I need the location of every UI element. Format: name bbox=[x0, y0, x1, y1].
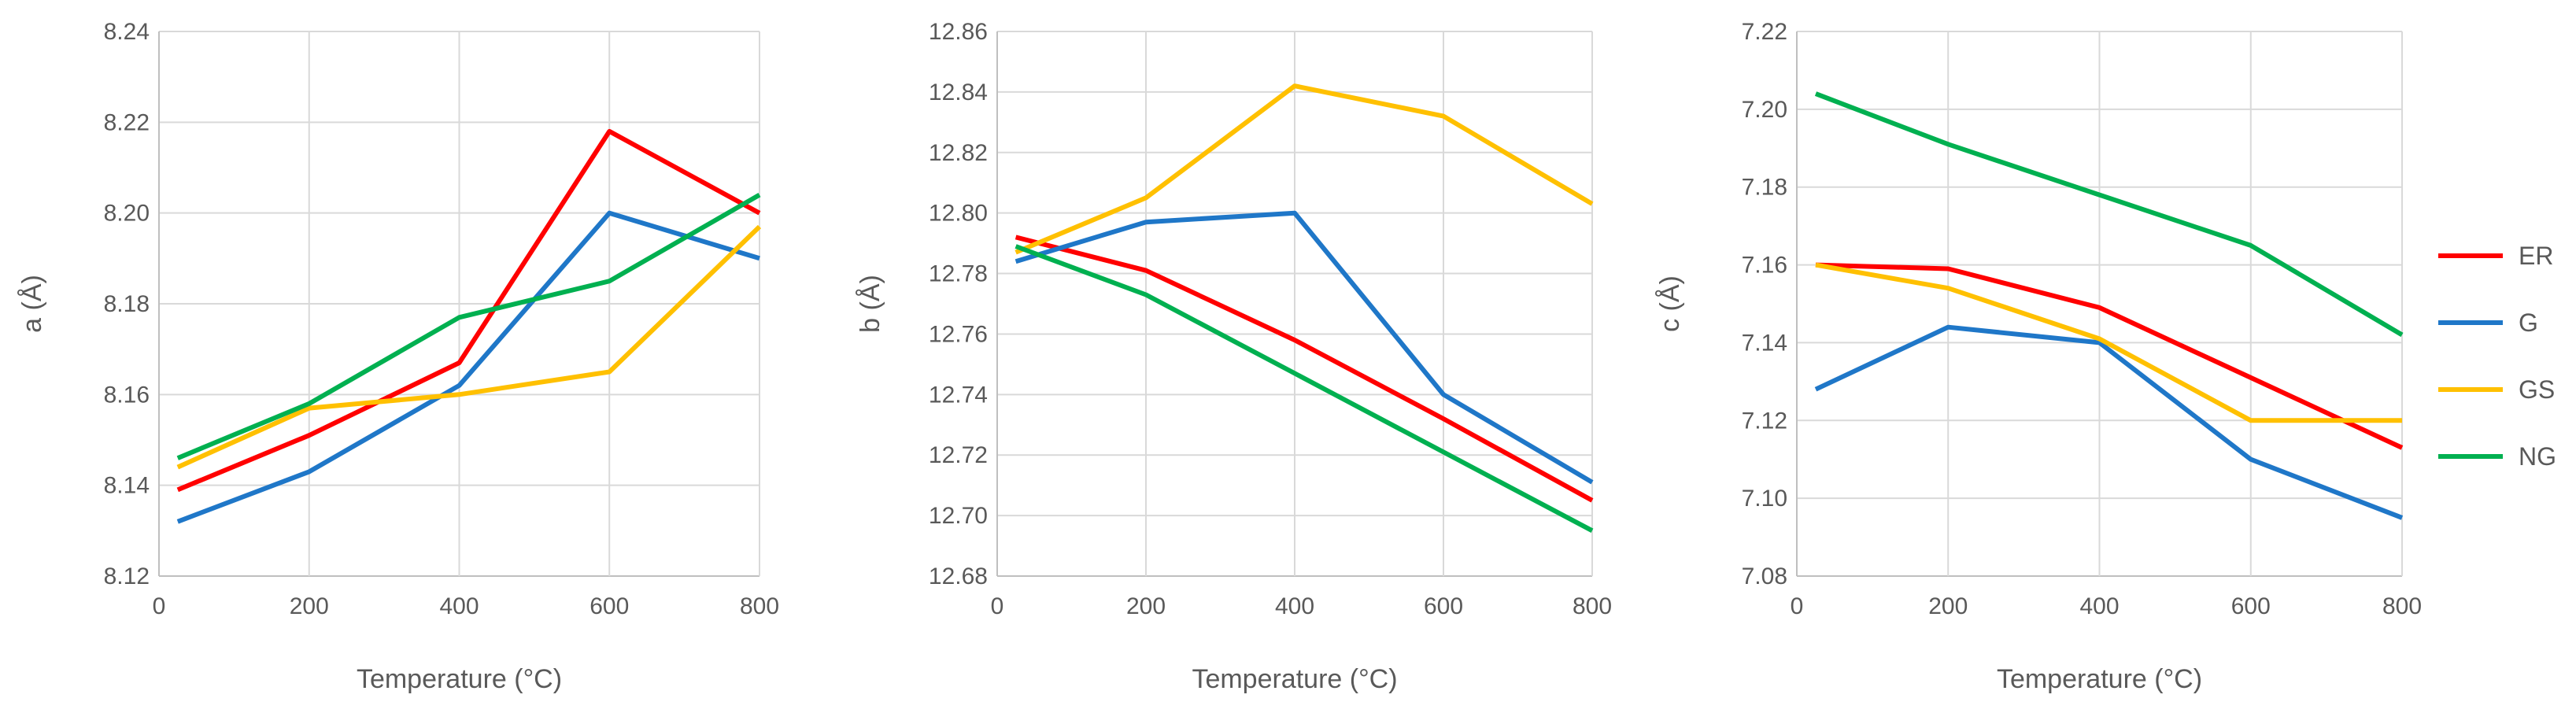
a-ytick-label: 8.18 bbox=[104, 291, 150, 317]
a-xtick-label: 0 bbox=[153, 593, 166, 619]
b-ytick-label: 12.72 bbox=[929, 442, 988, 468]
chart-c-lattice: 7.08 7.10 7.12 7.14 7.16 7.18 7.20 7.22 0 200 400 6… bbox=[1655, 19, 2422, 694]
b-ytick-label: 12.74 bbox=[929, 382, 988, 408]
a-ytick-label: 8.24 bbox=[104, 19, 150, 45]
b-ytick-label: 12.86 bbox=[929, 19, 988, 45]
a-xtick-label: 800 bbox=[740, 593, 779, 619]
c-y-axis-title: c (Å) bbox=[1655, 275, 1685, 332]
b-ytick-label: 12.78 bbox=[929, 261, 988, 287]
a-ytick-label: 8.12 bbox=[104, 563, 150, 589]
b-series-er-line bbox=[1015, 235, 1594, 503]
b-x-axis-title: Temperature (°C) bbox=[1192, 664, 1397, 694]
chart-a-lattice: 8.12 8.14 8.16 8.18 8.20 8.22 8.24 0 200 400 600 80… bbox=[17, 19, 779, 694]
b-ytick-label: 12.80 bbox=[929, 201, 988, 227]
c-ytick-label: 7.14 bbox=[1742, 330, 1787, 356]
a-ytick-label: 8.14 bbox=[104, 473, 150, 499]
a-series-gs-line bbox=[176, 224, 762, 470]
a-series-ng-line bbox=[176, 192, 761, 460]
a-xtick-label: 400 bbox=[439, 593, 479, 619]
b-xtick-label: 0 bbox=[991, 593, 1004, 619]
a-ytick-label: 8.20 bbox=[104, 201, 150, 227]
c-series-gs-line bbox=[1815, 262, 2402, 423]
b-series-ng-line bbox=[1015, 244, 1594, 533]
c-ytick-label: 7.10 bbox=[1742, 486, 1787, 512]
a-xtick-label: 600 bbox=[589, 593, 629, 619]
c-ytick-label: 7.12 bbox=[1742, 408, 1787, 434]
c-x-axis-title: Temperature (°C) bbox=[1997, 664, 2202, 694]
c-series-g-line bbox=[1814, 324, 2404, 520]
a-ytick-label: 8.16 bbox=[104, 382, 150, 408]
c-ytick-label: 7.18 bbox=[1742, 175, 1787, 201]
legend-label-g: G bbox=[2519, 308, 2538, 337]
b-xtick-label: 200 bbox=[1126, 593, 1166, 619]
a-y-axis-title: a (Å) bbox=[17, 275, 47, 333]
a-series-er-line bbox=[176, 128, 761, 493]
legend-label-ng: NG bbox=[2519, 442, 2556, 471]
c-ytick-label: 7.16 bbox=[1742, 253, 1787, 279]
c-series-er-line bbox=[1815, 262, 2404, 450]
c-ytick-label: 7.20 bbox=[1742, 97, 1787, 123]
c-xtick-label: 800 bbox=[2382, 593, 2422, 619]
c-xtick-label: 600 bbox=[2231, 593, 2271, 619]
a-ytick-label: 8.22 bbox=[104, 109, 150, 135]
c-xtick-label: 200 bbox=[1928, 593, 1968, 619]
b-ytick-label: 12.70 bbox=[929, 503, 988, 529]
a-xtick-label: 200 bbox=[290, 593, 329, 619]
c-series-ng-line bbox=[1814, 91, 2404, 338]
chart-b-lattice: 12.68 12.70 12.72 12.74 12.76 12.78 12.80 12.82… bbox=[856, 19, 1612, 694]
c-ytick-label: 7.08 bbox=[1742, 563, 1787, 589]
b-ytick-label: 12.68 bbox=[929, 563, 988, 589]
a-series-g-line bbox=[176, 210, 760, 524]
b-xtick-label: 800 bbox=[1573, 593, 1612, 619]
legend-label-er: ER bbox=[2519, 242, 2553, 270]
b-series-gs-line bbox=[1015, 83, 1594, 255]
b-ytick-label: 12.84 bbox=[929, 79, 988, 105]
legend: ER G GS NG bbox=[2438, 242, 2556, 471]
a-x-axis-title: Temperature (°C) bbox=[357, 664, 562, 694]
c-xtick-label: 400 bbox=[2079, 593, 2119, 619]
b-series-g-line bbox=[1015, 210, 1594, 485]
c-ytick-label: 7.22 bbox=[1742, 19, 1787, 45]
b-xtick-label: 600 bbox=[1424, 593, 1463, 619]
b-y-axis-title: b (Å) bbox=[856, 275, 885, 333]
b-ytick-label: 12.76 bbox=[929, 321, 988, 347]
b-ytick-label: 12.82 bbox=[929, 140, 988, 166]
c-xtick-label: 0 bbox=[1791, 593, 1804, 619]
legend-label-gs: GS bbox=[2519, 375, 2555, 404]
b-xtick-label: 400 bbox=[1275, 593, 1314, 619]
